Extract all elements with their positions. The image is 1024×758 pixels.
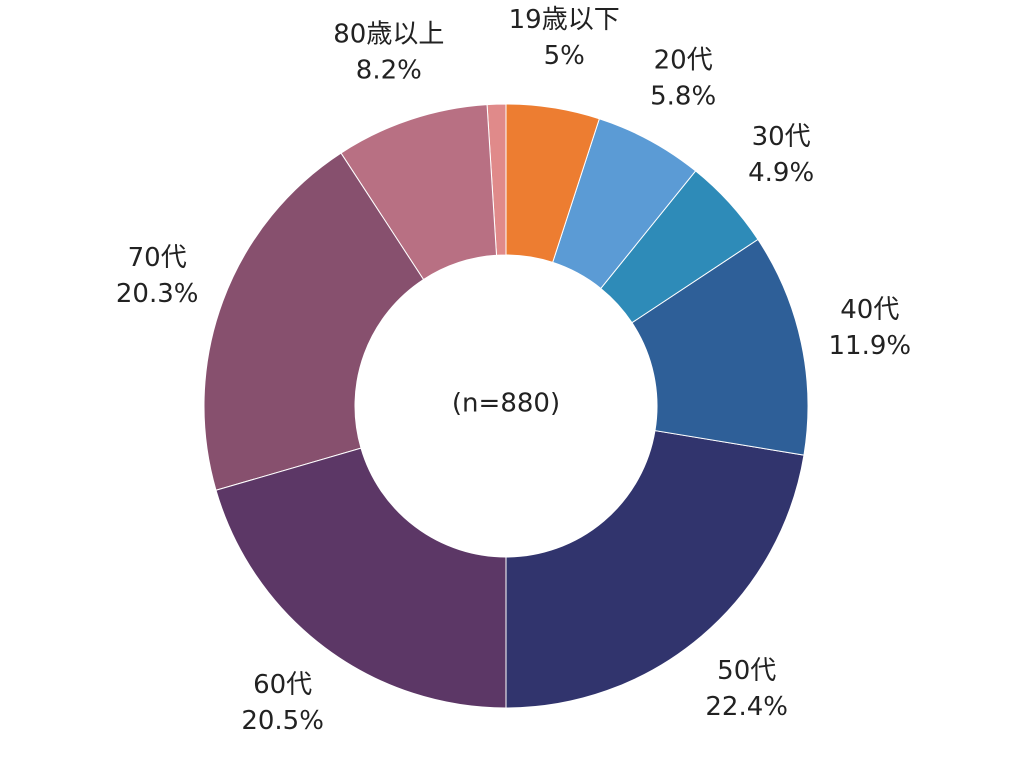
segment-value-label: 5.8%	[650, 81, 716, 111]
donut-segment	[505, 429, 805, 709]
segment-value-label: 8.2%	[356, 55, 422, 85]
segment-category-label: 40代	[840, 295, 899, 325]
donut-segment	[631, 238, 809, 456]
donut-segment	[215, 447, 507, 709]
segment-category-label: 19歳以下	[509, 5, 620, 35]
segment-value-label: 5%	[544, 41, 585, 71]
segment-value-label: 20.5%	[241, 706, 324, 736]
segment-category-label: 20代	[654, 45, 713, 75]
segment-value-label: 20.3%	[116, 279, 199, 309]
center-label: (n=880)	[452, 389, 560, 419]
segment-value-label: 11.9%	[828, 331, 911, 361]
segment-category-label: 60代	[253, 670, 312, 700]
donut-segment	[600, 170, 759, 324]
donut-segment	[340, 104, 498, 281]
donut-segment	[552, 118, 697, 290]
segment-category-label: 70代	[128, 243, 187, 273]
segment-category-label: 80歳以上	[333, 19, 444, 49]
donut-segment	[505, 103, 600, 264]
segment-value-label: 4.9%	[748, 158, 814, 188]
segment-value-label: 22.4%	[705, 692, 788, 722]
segment-category-label: 30代	[752, 122, 811, 152]
donut-segment	[203, 152, 425, 491]
segment-category-label: 50代	[717, 656, 776, 686]
